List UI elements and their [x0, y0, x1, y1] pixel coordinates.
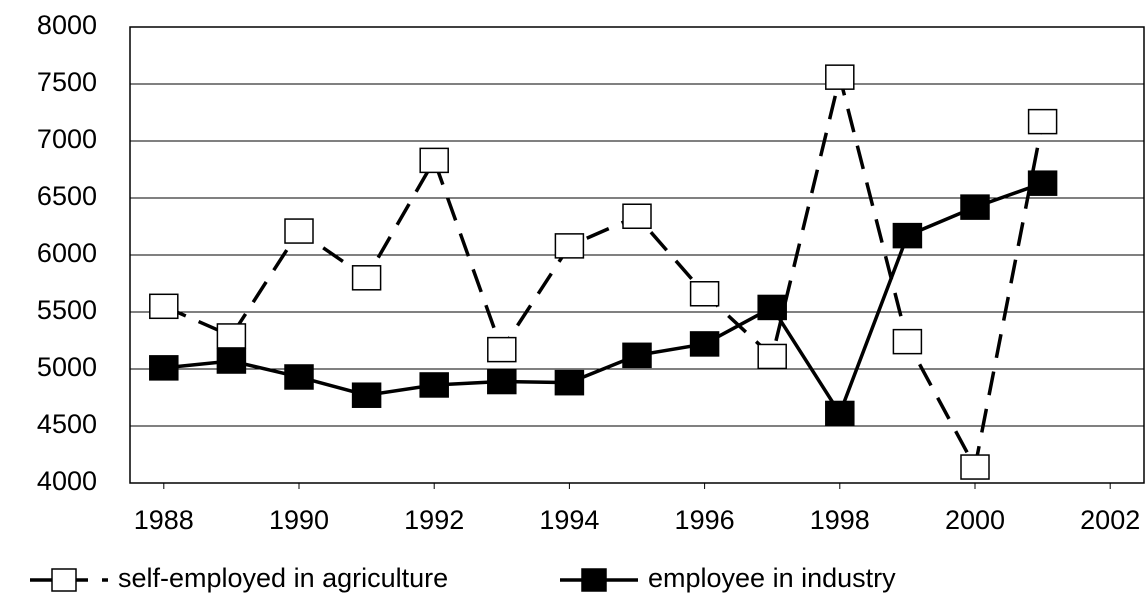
marker	[757, 343, 787, 370]
y-tick-label: 8000	[37, 10, 97, 40]
marker	[487, 368, 517, 395]
marker	[554, 233, 585, 259]
marker	[689, 281, 720, 307]
x-tick-label: 1992	[404, 505, 464, 535]
x-tick-label: 1994	[539, 505, 599, 535]
marker	[960, 454, 990, 480]
marker	[960, 194, 990, 220]
marker	[149, 355, 179, 381]
y-tick-label: 6000	[37, 238, 97, 268]
y-tick-label: 5500	[37, 295, 97, 325]
legend-marker	[581, 568, 607, 592]
y-tick-label: 4000	[37, 466, 97, 496]
y-tick-label: 5000	[37, 352, 97, 382]
y-tick-label: 6500	[37, 181, 97, 211]
marker	[487, 336, 517, 363]
marker	[351, 265, 382, 291]
legend-marker	[51, 568, 77, 592]
marker	[757, 294, 787, 321]
legend-label: employee in industry	[648, 563, 896, 593]
marker	[554, 369, 585, 396]
marker	[622, 342, 652, 369]
plot-border	[129, 26, 1145, 484]
marker	[892, 328, 923, 355]
marker	[419, 147, 449, 174]
marker	[622, 203, 652, 229]
legend-label: self-employed in agriculture	[118, 563, 448, 593]
y-tick-label: 7000	[37, 124, 97, 154]
x-tick-label: 2002	[1080, 505, 1140, 535]
marker	[216, 323, 247, 349]
marker	[284, 218, 314, 244]
x-tick-label: 1998	[810, 505, 870, 535]
y-tick-label: 7500	[37, 67, 97, 97]
marker	[351, 382, 382, 408]
marker	[284, 364, 314, 390]
marker	[1027, 108, 1058, 135]
marker	[1027, 170, 1058, 196]
x-tick-label: 2000	[945, 505, 1005, 535]
marker	[825, 64, 855, 90]
y-tick-label: 4500	[37, 409, 97, 439]
x-tick-label: 1988	[134, 505, 194, 535]
marker	[689, 331, 720, 357]
marker	[419, 372, 449, 398]
marker	[892, 222, 923, 249]
marker	[216, 348, 247, 374]
x-tick-label: 1996	[675, 505, 735, 535]
x-tick-label: 1990	[269, 505, 329, 535]
marker	[149, 293, 179, 320]
marker	[825, 400, 855, 427]
series-line	[163, 76, 1045, 473]
